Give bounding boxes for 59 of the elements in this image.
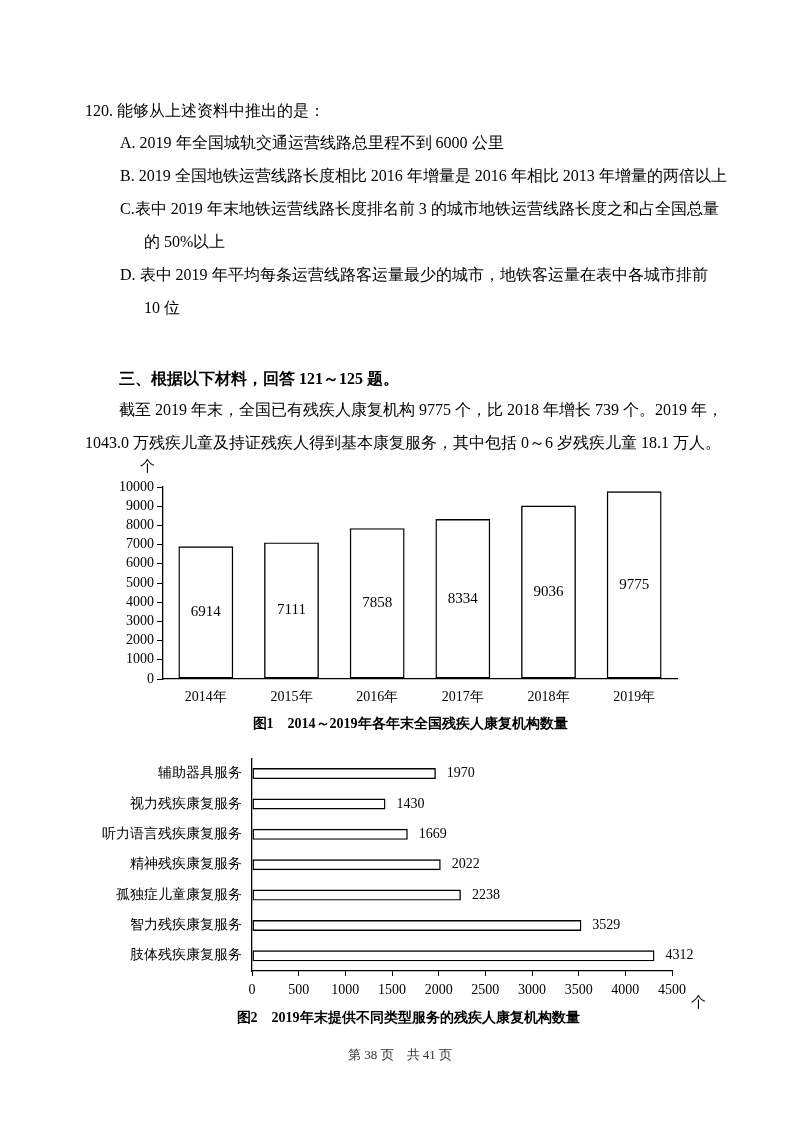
y-tick-label: 肢体残疾康复服务 (130, 947, 242, 963)
x-tick-label: 1000 (331, 982, 360, 998)
x-tick-label: 2019年 (613, 689, 656, 705)
data-label: 1970 (446, 765, 475, 781)
text: C.表中 2019 年末地铁运营线路长度排名前 3 的城市地铁运营线路长度之和占全国总量的 50%以上 (120, 199, 720, 252)
x-tick-label: 2500 (471, 982, 500, 998)
data-label: 1430 (396, 795, 425, 811)
y-tick-label: 3000 (126, 613, 154, 629)
text: 图1 2014～2019年各年末全国残疾人康复机构数量 (252, 714, 568, 731)
data-label: 7858 (362, 594, 393, 611)
x-tick-label: 3500 (564, 982, 593, 998)
text: A. 2019 年全国城轨交通运营线路总里程不到 6000 公里 (120, 133, 505, 153)
y-tick-label: 1000 (126, 651, 154, 667)
x-tick-label: 1500 (378, 982, 406, 998)
y-tick-label: 0 (147, 670, 154, 686)
x-tick-label: 2000 (424, 982, 453, 998)
y-axis-title: 个 (139, 457, 155, 474)
x-tick-label: 2014年 (184, 689, 227, 705)
data-label: 2022 (451, 856, 480, 872)
x-tick-label: 4000 (611, 982, 640, 998)
x-tick-label: 2017年 (441, 689, 484, 705)
y-tick-label: 精神残疾康复服务 (130, 856, 242, 872)
y-tick-label: 辅助器具服务 (158, 765, 242, 781)
text: 截至 2019 年末，全国已有残疾人康复机构 9775 个，比 2018 年增长 739 个。2019 年，1043.0 万残疾儿童及持证残疾人得到基本康复服务，其中包括 0～6 岁残疾儿童 18.1 万人。 (85, 400, 724, 453)
x-axis-title: 个 (690, 993, 706, 1010)
text: 三、根据以下材料，回答 121～125 题。 (118, 369, 400, 389)
x-tick-label: 2018年 (527, 689, 570, 705)
data-label: 2238 (471, 886, 500, 902)
y-tick-label: 7000 (126, 536, 154, 552)
y-tick-label: 10000 (119, 478, 154, 494)
x-tick-label: 2015年 (270, 689, 313, 705)
text: B. 2019 全国地铁运营线路长度相比 2016 年增量是 2016 年相比 2013 年增量的两倍以上 (120, 166, 728, 186)
y-tick-label: 孤独症儿童康复服务 (116, 886, 242, 902)
text: D. 表中 2019 年平均每条运营线路客运量最少的城市，地铁客运量在表中各城市排前 10 位 (120, 265, 709, 318)
y-tick-label: 听力语言残疾康复服务 (102, 826, 242, 841)
data-label: 6914 (190, 603, 222, 620)
x-tick-label: 4500 (658, 982, 686, 998)
data-label: 8334 (447, 589, 479, 606)
y-tick-label: 4000 (126, 593, 154, 609)
text: 120. 能够从上述资料中推出的是： (85, 101, 326, 121)
data-label: 7111 (277, 601, 306, 618)
data-label: 9775 (619, 575, 650, 592)
y-tick-label: 智力残疾康复服务 (130, 917, 242, 933)
y-tick-label: 8000 (126, 517, 154, 533)
data-label: 4312 (665, 947, 694, 963)
data-label: 3529 (592, 917, 621, 933)
y-tick-label: 2000 (126, 632, 154, 648)
y-tick-label: 9000 (126, 497, 154, 513)
y-tick-label: 5000 (126, 574, 154, 590)
x-tick-label: 500 (288, 982, 310, 998)
text: 第 38 页 共 41 页 (347, 1046, 453, 1064)
data-label: 1669 (418, 826, 447, 841)
y-tick-label: 6000 (126, 555, 154, 571)
text: 图2 2019年末提供不同类型服务的残疾人康复机构数量 (236, 1008, 580, 1025)
x-tick-label: 0 (248, 982, 256, 998)
data-label: 9036 (533, 582, 564, 599)
y-tick-label: 视力残疾康复服务 (130, 795, 242, 811)
x-tick-label: 2016年 (356, 689, 399, 705)
x-tick-label: 3000 (518, 982, 546, 998)
